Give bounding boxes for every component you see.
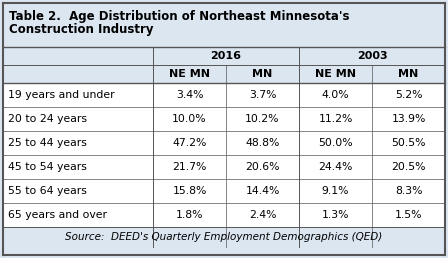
Bar <box>3 203 445 227</box>
Text: 4.0%: 4.0% <box>322 90 349 100</box>
Text: 24.4%: 24.4% <box>319 162 353 172</box>
Text: MN: MN <box>398 69 418 79</box>
Text: 20.5%: 20.5% <box>391 162 426 172</box>
Text: NE MN: NE MN <box>315 69 356 79</box>
Text: 25 to 44 years: 25 to 44 years <box>8 138 87 148</box>
Bar <box>3 179 445 203</box>
Text: Table 2.  Age Distribution of Northeast Minnesota's: Table 2. Age Distribution of Northeast M… <box>9 10 349 23</box>
Bar <box>3 65 445 83</box>
Text: 14.4%: 14.4% <box>246 186 280 196</box>
Bar <box>3 227 445 247</box>
Text: 3.7%: 3.7% <box>249 90 276 100</box>
Text: 47.2%: 47.2% <box>172 138 207 148</box>
Text: 65 years and over: 65 years and over <box>8 210 107 220</box>
Text: 15.8%: 15.8% <box>172 186 207 196</box>
Text: 5.2%: 5.2% <box>395 90 422 100</box>
Text: 20 to 24 years: 20 to 24 years <box>8 114 87 124</box>
Text: 21.7%: 21.7% <box>172 162 207 172</box>
Text: 55 to 64 years: 55 to 64 years <box>8 186 87 196</box>
Text: 2016: 2016 <box>211 51 241 61</box>
Bar <box>3 47 445 65</box>
Bar <box>3 83 445 107</box>
Bar <box>3 3 445 47</box>
Text: 10.0%: 10.0% <box>172 114 207 124</box>
Text: 8.3%: 8.3% <box>395 186 422 196</box>
Bar <box>3 131 445 155</box>
Text: 19 years and under: 19 years and under <box>8 90 115 100</box>
Text: 50.5%: 50.5% <box>391 138 426 148</box>
Text: 3.4%: 3.4% <box>176 90 203 100</box>
Text: MN: MN <box>252 69 273 79</box>
Text: 2003: 2003 <box>357 51 388 61</box>
Text: Construction Industry: Construction Industry <box>9 23 154 36</box>
Bar <box>3 155 445 179</box>
Text: 11.2%: 11.2% <box>319 114 353 124</box>
Text: 1.8%: 1.8% <box>176 210 203 220</box>
Text: Source:  DEED's Quarterly Employment Demographics (QED): Source: DEED's Quarterly Employment Demo… <box>65 232 383 242</box>
Text: 13.9%: 13.9% <box>391 114 426 124</box>
Text: 50.0%: 50.0% <box>318 138 353 148</box>
Text: NE MN: NE MN <box>169 69 210 79</box>
Text: 9.1%: 9.1% <box>322 186 349 196</box>
Text: 1.5%: 1.5% <box>395 210 422 220</box>
Text: 20.6%: 20.6% <box>245 162 280 172</box>
Text: 1.3%: 1.3% <box>322 210 349 220</box>
Text: 45 to 54 years: 45 to 54 years <box>8 162 87 172</box>
Bar <box>3 107 445 131</box>
Text: 10.2%: 10.2% <box>245 114 280 124</box>
Text: 48.8%: 48.8% <box>246 138 280 148</box>
Text: 2.4%: 2.4% <box>249 210 276 220</box>
